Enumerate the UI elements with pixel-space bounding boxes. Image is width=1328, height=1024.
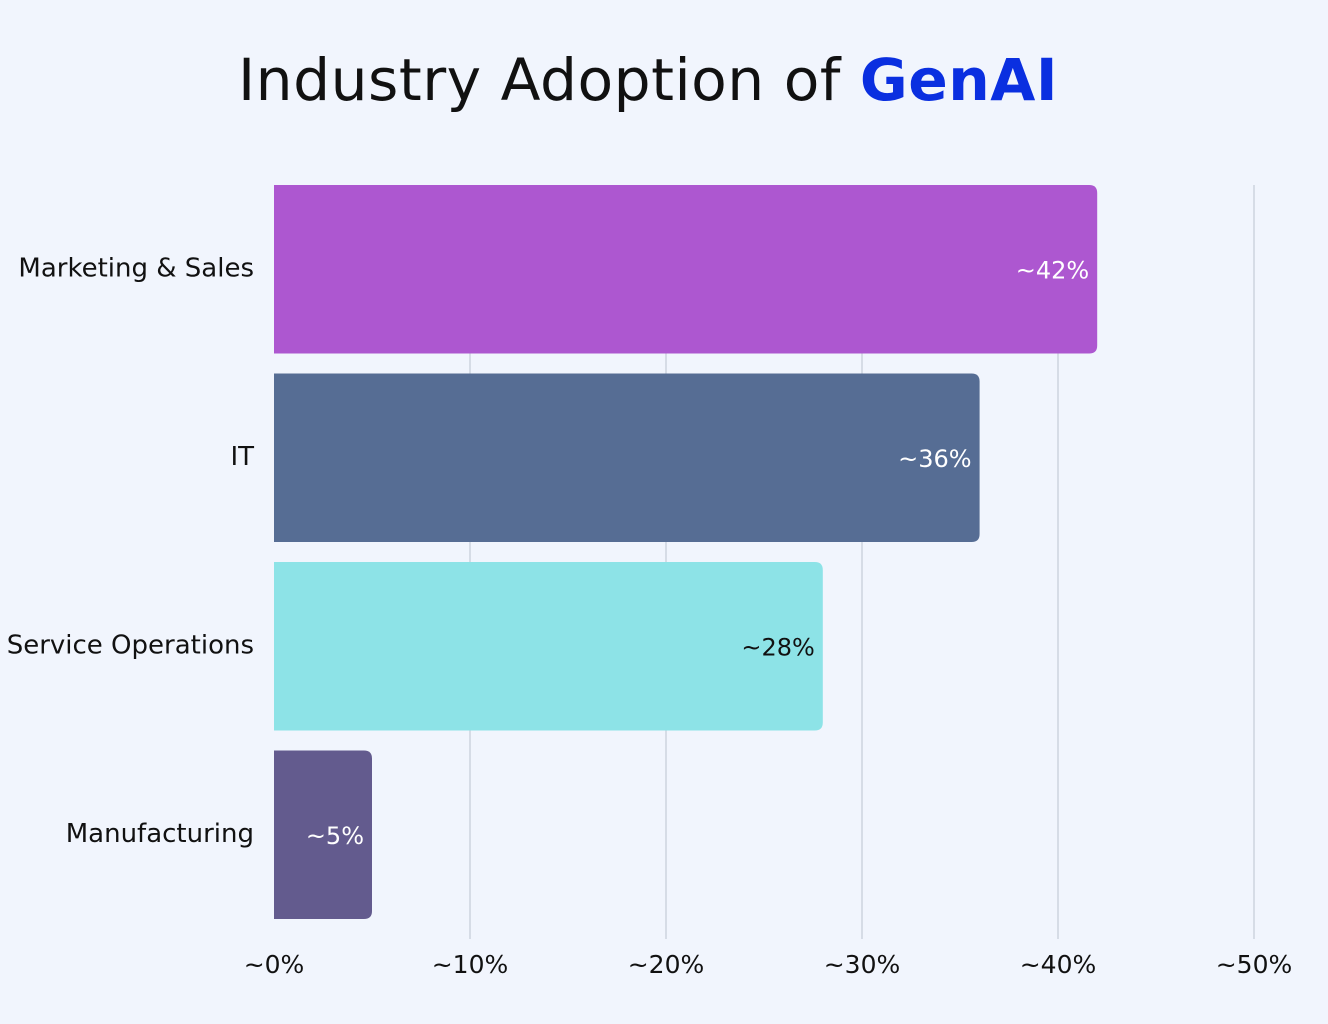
bar	[274, 185, 1098, 354]
x-tick-label: ~40%	[1020, 950, 1097, 979]
category-label: Service Operations	[7, 630, 254, 660]
bar-value-label: ~36%	[898, 445, 971, 473]
chart-title-highlight: GenAI	[859, 46, 1059, 114]
x-tick-label: ~50%	[1216, 950, 1293, 979]
bar	[274, 373, 980, 542]
x-tick-label: ~0%	[244, 950, 305, 979]
x-tick-label: ~20%	[628, 950, 705, 979]
bar	[274, 562, 823, 731]
category-labels: Marketing & Sales IT Service Operations Man…	[7, 253, 254, 849]
chart-title-prefix: Industry Adoption of	[237, 46, 860, 114]
category-label: Manufacturing	[66, 819, 254, 849]
bar-value-label: ~42%	[1016, 256, 1089, 284]
category-label: Marketing & Sales	[18, 253, 254, 283]
bars: ~42% ~36% ~28% ~5%	[274, 185, 1098, 919]
chart-title: Industry Adoption of GenAI	[0, 46, 1296, 114]
x-axis-tick-labels: ~0% ~10% ~20% ~30% ~40% ~50%	[244, 950, 1293, 979]
x-tick-label: ~30%	[824, 950, 901, 979]
x-tick-label: ~10%	[432, 950, 509, 979]
bar	[274, 750, 372, 919]
bar-value-label: ~5%	[306, 822, 364, 850]
category-label: IT	[230, 442, 254, 472]
bar-value-label: ~28%	[741, 633, 814, 661]
